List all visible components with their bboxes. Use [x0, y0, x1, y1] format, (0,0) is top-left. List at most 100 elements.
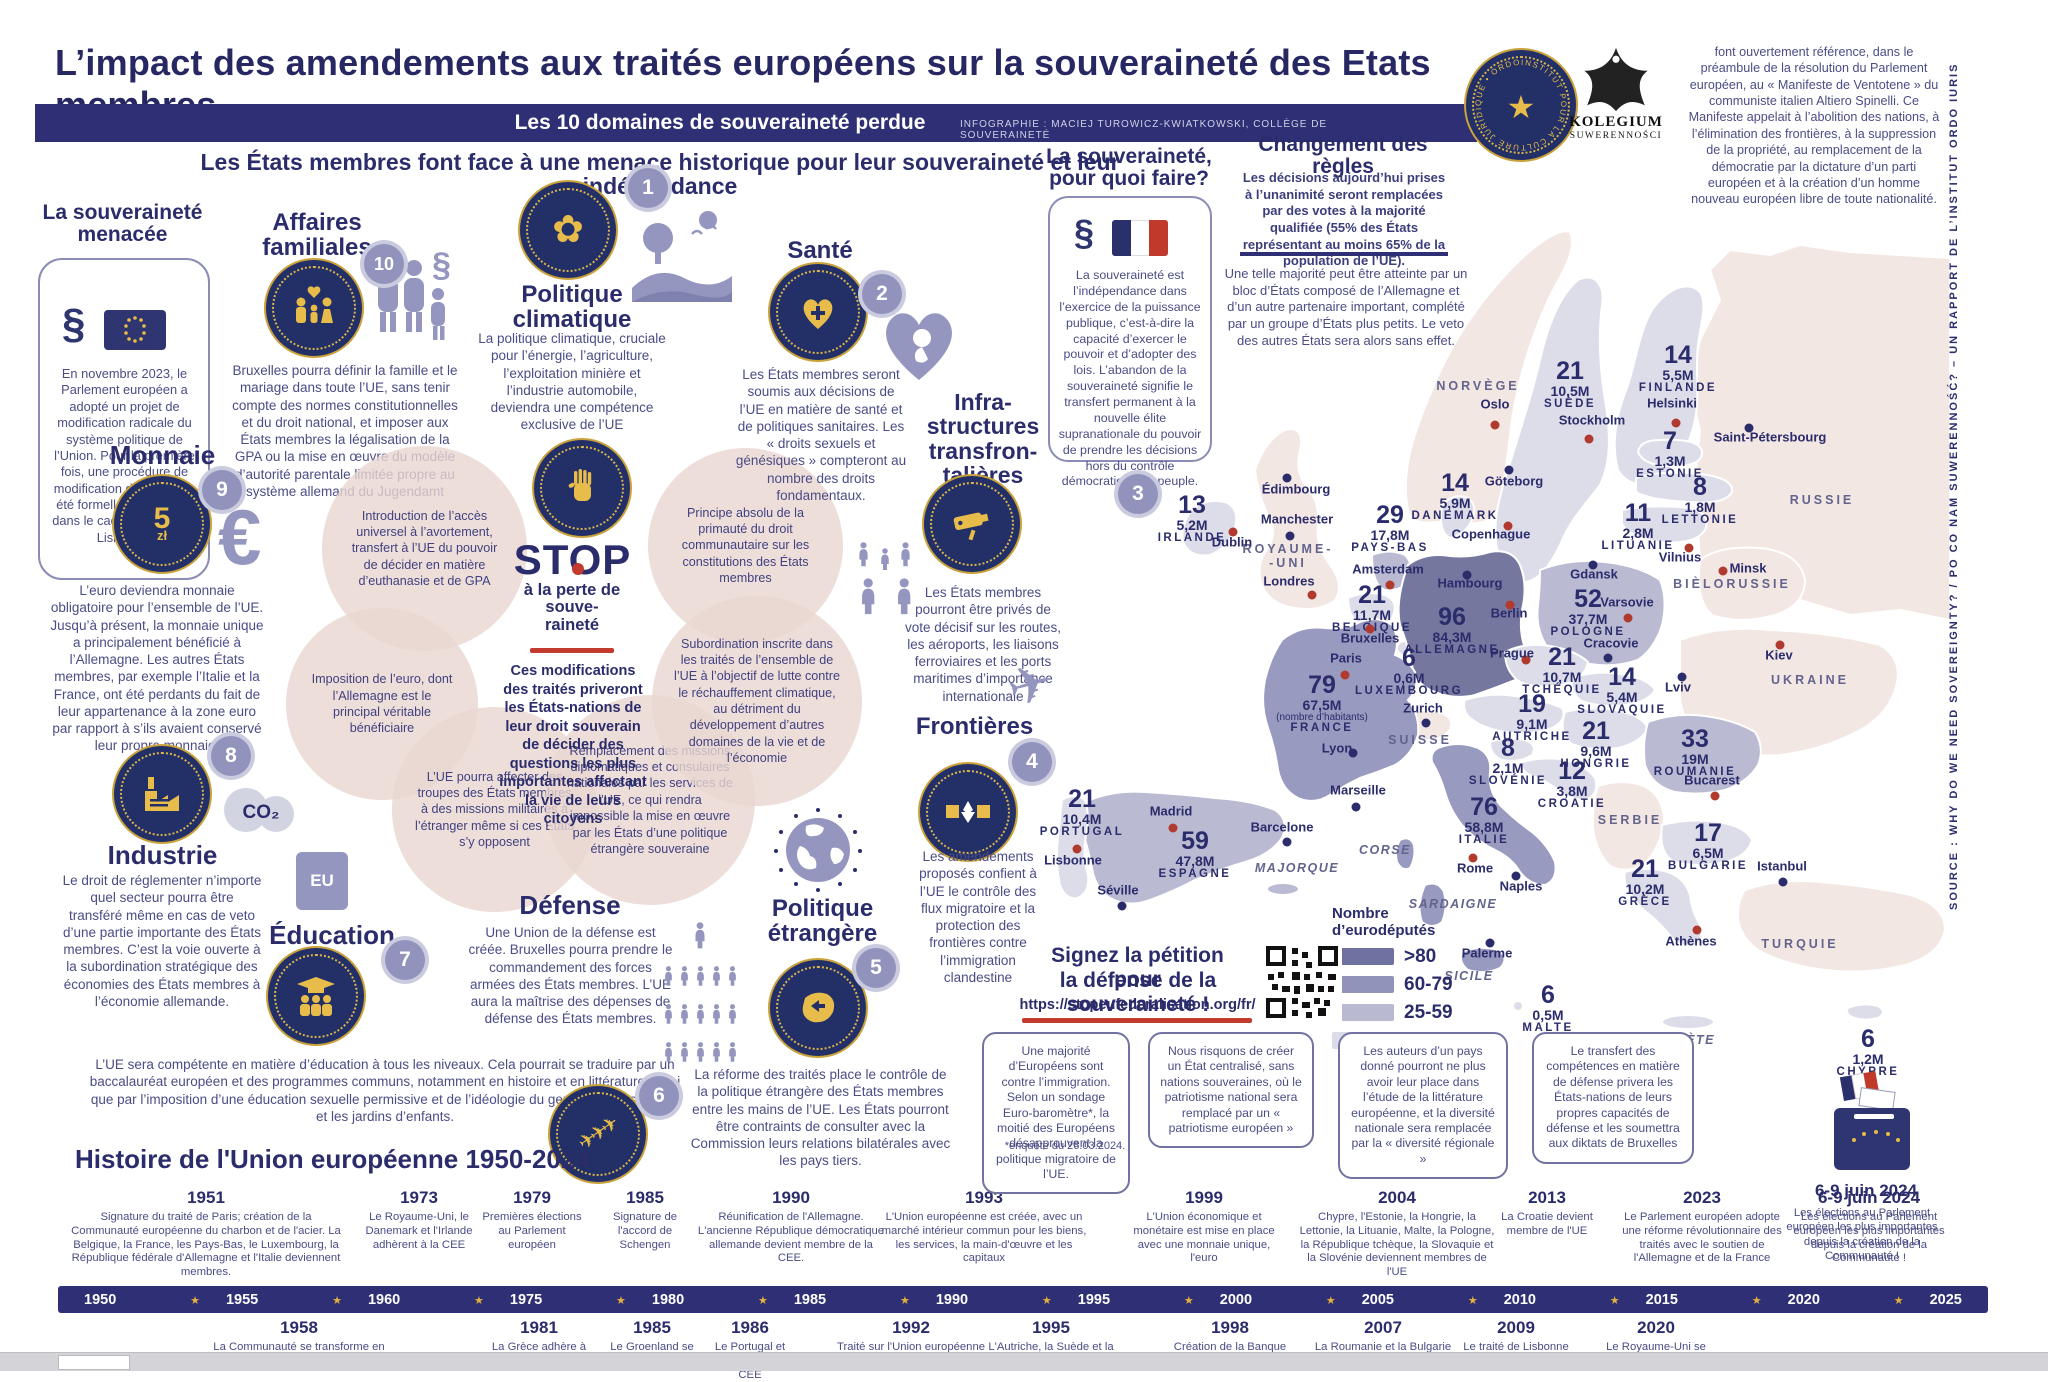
country-label: 6 1,2M CHYPRE — [1837, 1026, 1900, 1079]
domain-1-title: Politique climatique — [512, 281, 632, 334]
family-silhouette-icon — [374, 258, 452, 358]
timeline-event-year: 1998 — [1211, 1318, 1249, 1337]
timeline-event-year: 2004 — [1378, 1188, 1416, 1207]
city-label: Rome — [1456, 860, 1494, 876]
timeline-event: 1990 Réunification de l'Allemagne. L'anc… — [696, 1188, 886, 1266]
city-dot — [1710, 791, 1720, 801]
country-name: HONGRIE — [1560, 757, 1632, 770]
region-label: TURQUIE — [1761, 937, 1839, 951]
city-dot — [1775, 640, 1785, 650]
city-dot — [1307, 590, 1317, 600]
domain-2-number-badge: 2 — [862, 274, 902, 314]
flower-icon: ✿ — [552, 209, 584, 251]
timeline-bar-year: 2010 — [1468, 1292, 1536, 1308]
city-label: Amsterdam — [1352, 561, 1424, 577]
country-population: 47,8M — [1175, 853, 1215, 869]
map-denmark — [1440, 495, 1476, 540]
legend-label: 25-59 — [1404, 1001, 1453, 1023]
region-label: RUSSIE — [1789, 493, 1855, 507]
banner-label: Les 10 domaines de souveraineté perdue — [514, 111, 926, 134]
country-label: 21 10,4M PORTUGAL — [1040, 786, 1125, 839]
map-france — [1262, 618, 1420, 802]
city-label: Marseille — [1330, 782, 1386, 798]
timeline-event: 1993 L'Union européenne est créée, avec … — [877, 1188, 1092, 1266]
city-dot — [1072, 844, 1082, 854]
embryo-icon — [876, 292, 962, 384]
petition-line2: la défense de la souveraineté ! — [1059, 969, 1217, 1016]
map-croatia — [1520, 757, 1598, 802]
country-meps: 17 — [1694, 819, 1722, 847]
country-label: 8 1,8M LETTONIE — [1662, 474, 1739, 527]
country-meps: 12 — [1558, 757, 1586, 785]
stop-body: Ces modifications des traités priveront … — [499, 663, 647, 828]
banner — [35, 104, 1477, 142]
country-meps: 19 — [1518, 690, 1546, 718]
domain-6-seal: ✈✈✈ — [548, 1084, 648, 1184]
country-name: SUÈDE — [1543, 397, 1597, 410]
petition-url[interactable]: https://stopeufederalisation.org/fr/ — [1019, 997, 1256, 1013]
city-label: Zurich — [1403, 700, 1443, 716]
city-label: Londres — [1263, 573, 1315, 589]
domain-2-body: Les États membres seront soumis aux déci… — [735, 367, 907, 503]
country-population: 10,2M — [1625, 881, 1665, 897]
domain-4-title: Frontières — [915, 713, 1034, 740]
city-label: Hambourg — [1437, 575, 1503, 591]
timeline-bar-year: 1985 — [758, 1292, 826, 1308]
city-dot — [1468, 853, 1478, 863]
timeline-event-year: 1951 — [187, 1188, 225, 1207]
timeline-event-year: 1999 — [1185, 1188, 1223, 1207]
country-meps: 8 — [1501, 734, 1515, 762]
country-name: GRÈCE — [1618, 895, 1672, 908]
country-label: 14 5,9M DANEMARK — [1411, 470, 1498, 523]
city-label: Berlin — [1490, 605, 1528, 621]
paragraph-icon-why: § — [1074, 212, 1095, 253]
country-meps: 21 — [1068, 785, 1096, 813]
timeline-event: 2023 Le Parlement européen adopte une ré… — [1617, 1188, 1787, 1266]
stop-word: STOP — [505, 537, 640, 583]
city-dot — [1351, 802, 1361, 812]
city-dot — [1365, 624, 1375, 634]
city-label: Varsovie — [1600, 594, 1654, 610]
domain-1-number-badge: 1 — [628, 168, 668, 208]
country-meps: 21 — [1358, 581, 1386, 609]
city-label: Prague — [1489, 645, 1535, 661]
map-uk — [1253, 428, 1340, 610]
country-population: 84,3M — [1432, 629, 1472, 645]
country-name: FRANCE — [1290, 721, 1354, 734]
timeline-event-text: L'Union économique et monétaire est mise… — [1133, 1211, 1275, 1265]
timeline-event-year: 1995 — [1032, 1318, 1070, 1337]
country-name: MALTE — [1522, 1021, 1574, 1034]
domain-7-number-badge: 7 — [385, 940, 425, 980]
map-balearics — [1266, 882, 1300, 896]
city-dot — [1677, 672, 1687, 682]
country-meps: 14 — [1441, 469, 1469, 497]
city-label: Paris — [1330, 650, 1362, 666]
city-dot — [1623, 613, 1633, 623]
country-label: 14 5,5M FINLANDE — [1639, 342, 1717, 395]
bubble-text: Subordination inscrite dans les traités … — [674, 636, 840, 766]
country-population: 5,4M — [1606, 689, 1638, 705]
country-label: 12 3,8M CROATIE — [1538, 758, 1606, 811]
country-meps: 29 — [1376, 501, 1404, 529]
map-cyprus — [1845, 1003, 1884, 1021]
viewer-thumb[interactable] — [58, 1355, 130, 1370]
bubble-text: Principe absolu de la primauté du droit … — [681, 505, 810, 586]
legend-swatch — [1332, 948, 1394, 966]
timeline-bar-year: 2020 — [1752, 1292, 1820, 1308]
country-name: LITUANIE — [1601, 539, 1675, 552]
domain-4-number-badge: 4 — [1012, 742, 1052, 782]
domain-2-seal — [768, 262, 868, 362]
country-population: 9,1M — [1516, 716, 1548, 732]
timeline-event-text: Chypre, l'Estonie, la Hongrie, la Letton… — [1299, 1211, 1495, 1279]
svg-text:CO₂: CO₂ — [243, 802, 280, 823]
city-label: Gdansk — [1570, 566, 1618, 582]
city-label: Minsk — [1729, 560, 1767, 576]
region-label: SUISSE — [1388, 733, 1452, 747]
map-austria — [1463, 693, 1565, 735]
quote-box: Les auteurs d’un pays donné pourront ne … — [1338, 1032, 1508, 1179]
country-label: 7 1,3M ESTONIE — [1636, 428, 1704, 481]
country-population: 2,1M — [1492, 760, 1524, 776]
timeline-bar-year: 1950 — [84, 1291, 117, 1308]
graduation-icon — [297, 977, 335, 1016]
country-meps: 59 — [1181, 827, 1209, 855]
